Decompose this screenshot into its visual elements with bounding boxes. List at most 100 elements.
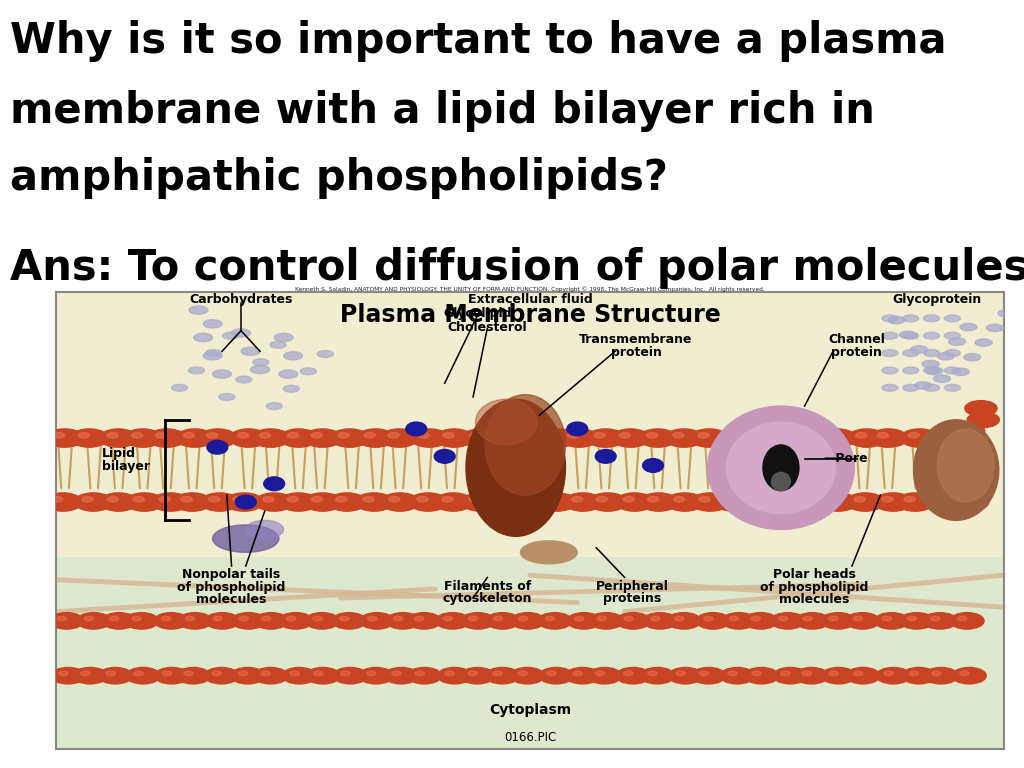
- Circle shape: [341, 671, 350, 676]
- Circle shape: [519, 432, 530, 438]
- Circle shape: [908, 432, 920, 438]
- Circle shape: [691, 667, 726, 684]
- Circle shape: [877, 667, 910, 684]
- Circle shape: [803, 432, 814, 438]
- Circle shape: [46, 429, 84, 447]
- Circle shape: [162, 671, 172, 676]
- Circle shape: [588, 667, 622, 684]
- Circle shape: [567, 613, 601, 629]
- Circle shape: [615, 493, 653, 511]
- Ellipse shape: [902, 367, 919, 374]
- Ellipse shape: [952, 368, 970, 376]
- Circle shape: [355, 493, 393, 511]
- Circle shape: [239, 671, 248, 676]
- Ellipse shape: [924, 349, 940, 356]
- Circle shape: [696, 613, 730, 629]
- Circle shape: [99, 493, 137, 511]
- Circle shape: [418, 432, 429, 438]
- Circle shape: [952, 667, 986, 684]
- Ellipse shape: [300, 368, 316, 375]
- Circle shape: [468, 671, 477, 676]
- Text: proteins: proteins: [603, 592, 662, 605]
- Text: Nonpolar tails: Nonpolar tails: [182, 568, 281, 581]
- Circle shape: [442, 497, 454, 502]
- Circle shape: [304, 493, 342, 511]
- Ellipse shape: [188, 306, 208, 314]
- Circle shape: [201, 493, 239, 511]
- Circle shape: [933, 432, 944, 438]
- Circle shape: [442, 432, 454, 438]
- Text: protein: protein: [610, 346, 662, 359]
- Ellipse shape: [882, 349, 898, 356]
- Circle shape: [902, 667, 936, 684]
- Ellipse shape: [763, 445, 799, 491]
- Circle shape: [947, 429, 985, 447]
- Circle shape: [674, 497, 685, 502]
- Text: protein: protein: [831, 346, 882, 359]
- Circle shape: [435, 613, 470, 629]
- Circle shape: [715, 493, 753, 511]
- Circle shape: [331, 429, 369, 447]
- Circle shape: [573, 671, 583, 676]
- Circle shape: [131, 432, 142, 438]
- Circle shape: [205, 613, 240, 629]
- Ellipse shape: [708, 406, 854, 529]
- Circle shape: [780, 671, 791, 676]
- Circle shape: [305, 613, 339, 629]
- Circle shape: [803, 616, 812, 621]
- Circle shape: [493, 671, 503, 676]
- Circle shape: [133, 497, 144, 502]
- Circle shape: [183, 671, 194, 676]
- Ellipse shape: [188, 367, 205, 374]
- Circle shape: [231, 613, 265, 629]
- Circle shape: [340, 616, 349, 621]
- Circle shape: [646, 432, 657, 438]
- Ellipse shape: [203, 319, 222, 328]
- Circle shape: [173, 493, 211, 511]
- Ellipse shape: [406, 422, 427, 435]
- Ellipse shape: [213, 525, 279, 552]
- Circle shape: [869, 429, 907, 447]
- Circle shape: [494, 616, 503, 621]
- Circle shape: [263, 497, 274, 502]
- Ellipse shape: [944, 333, 961, 339]
- Ellipse shape: [171, 384, 187, 391]
- Ellipse shape: [726, 422, 836, 514]
- Circle shape: [415, 671, 425, 676]
- Circle shape: [108, 497, 119, 502]
- Circle shape: [829, 671, 839, 676]
- Circle shape: [261, 671, 270, 676]
- Circle shape: [882, 497, 893, 502]
- Circle shape: [846, 667, 880, 684]
- Text: of phospholipid: of phospholipid: [760, 581, 868, 594]
- Circle shape: [669, 667, 702, 684]
- Circle shape: [768, 429, 806, 447]
- Ellipse shape: [284, 386, 299, 392]
- Text: amphipathic phospholipids?: amphipathic phospholipids?: [10, 157, 669, 199]
- Circle shape: [82, 497, 93, 502]
- Circle shape: [896, 493, 934, 511]
- Circle shape: [595, 671, 604, 676]
- Circle shape: [750, 432, 761, 438]
- Circle shape: [774, 497, 785, 502]
- Text: Channel: Channel: [828, 333, 885, 346]
- Ellipse shape: [434, 449, 455, 463]
- Circle shape: [518, 616, 527, 621]
- Circle shape: [540, 429, 578, 447]
- Circle shape: [381, 493, 419, 511]
- Ellipse shape: [902, 315, 919, 322]
- Ellipse shape: [485, 395, 565, 495]
- Ellipse shape: [937, 353, 954, 360]
- Circle shape: [156, 432, 167, 438]
- Ellipse shape: [944, 367, 961, 374]
- Circle shape: [904, 497, 915, 502]
- Circle shape: [900, 613, 934, 629]
- Circle shape: [959, 671, 969, 676]
- Circle shape: [567, 432, 580, 438]
- Circle shape: [796, 613, 829, 629]
- Ellipse shape: [899, 331, 916, 339]
- Ellipse shape: [914, 382, 932, 389]
- Circle shape: [727, 432, 738, 438]
- Circle shape: [290, 671, 299, 676]
- Ellipse shape: [948, 338, 966, 346]
